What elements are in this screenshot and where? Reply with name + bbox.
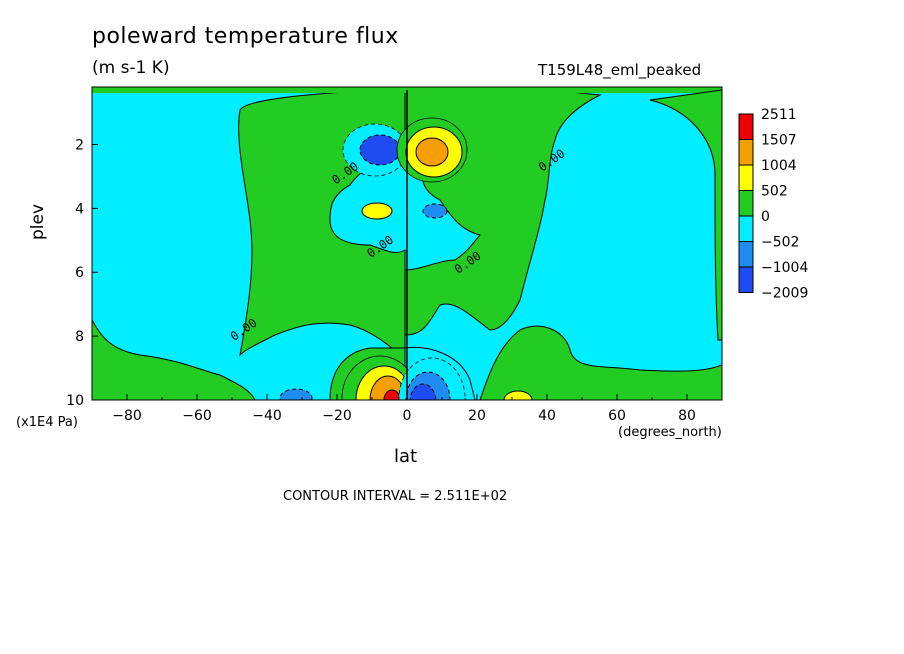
cell-lower-positive-nh bbox=[503, 390, 533, 400]
region-positive-southeast bbox=[479, 325, 722, 400]
x-tick-label: 0 bbox=[403, 408, 412, 424]
colorbar-legend: 2511 1507 1004 502 0 −502 −1004 −2009 bbox=[738, 107, 808, 302]
colorbar-swatch bbox=[738, 266, 754, 293]
colorbar-label: 1507 bbox=[761, 133, 797, 149]
x-tick-label: −60 bbox=[182, 408, 212, 424]
y-tick-label: 10 bbox=[66, 393, 84, 409]
colorbar-label: 502 bbox=[761, 184, 788, 200]
region-positive-east bbox=[649, 89, 722, 341]
core-lower-positive-peak bbox=[383, 389, 401, 400]
cell-lower-negative-sh bbox=[279, 388, 313, 400]
x-tick-label: 40 bbox=[538, 408, 556, 424]
colorbar-label: 1004 bbox=[761, 158, 797, 174]
colorbar-label: −2009 bbox=[761, 286, 808, 302]
y-tick-label: 6 bbox=[75, 265, 84, 281]
x-tick-label: −20 bbox=[322, 408, 352, 424]
x-axis-unit: (degrees_north) bbox=[618, 425, 722, 440]
colorbar-label: −1004 bbox=[761, 260, 808, 276]
colorbar-swatch bbox=[738, 113, 754, 140]
x-tick-label: 80 bbox=[678, 408, 696, 424]
core-upper-negative-inner bbox=[359, 134, 401, 166]
colorbar-label: 0 bbox=[761, 209, 770, 225]
region-positive-southwest bbox=[92, 319, 256, 400]
x-tick-label: 60 bbox=[608, 408, 626, 424]
y-tick-label: 4 bbox=[75, 201, 84, 217]
run-name: T159L48_eml_peaked bbox=[538, 61, 702, 79]
colorbar-swatch bbox=[738, 190, 754, 217]
y-tick-label: 8 bbox=[75, 329, 84, 345]
cell-mid-negative bbox=[422, 203, 448, 219]
x-axis-label: lat bbox=[394, 446, 418, 467]
x-tick-label: −80 bbox=[112, 408, 142, 424]
y-tick-label: 2 bbox=[75, 137, 84, 153]
colorbar-label: 2511 bbox=[761, 107, 797, 123]
core-upper-positive-inner bbox=[415, 137, 449, 167]
colorbar-label: −502 bbox=[761, 235, 799, 251]
y-axis: 2 4 6 8 10 bbox=[66, 137, 98, 409]
x-tick-label: −40 bbox=[252, 408, 282, 424]
heatmap-field bbox=[92, 87, 722, 400]
x-tick-label: 20 bbox=[468, 408, 486, 424]
core-lower-negative-inner bbox=[409, 383, 437, 400]
chart-units: (m s-1 K) bbox=[92, 58, 170, 78]
chart-title: poleward temperature flux bbox=[92, 24, 399, 49]
y-axis-label: plev bbox=[28, 203, 48, 240]
colorbar-swatch bbox=[738, 215, 754, 242]
colorbar-swatch bbox=[738, 241, 754, 268]
contour-interval: CONTOUR INTERVAL = 2.511E+02 bbox=[283, 489, 508, 504]
colorbar-swatch bbox=[738, 139, 754, 166]
x-axis: −80 −60 −40 −20 0 20 40 60 80 bbox=[91, 394, 723, 424]
colorbar-swatch bbox=[738, 164, 754, 191]
y-axis-unit: (x1E4 Pa) bbox=[16, 415, 78, 430]
cell-mid-positive bbox=[361, 202, 393, 220]
